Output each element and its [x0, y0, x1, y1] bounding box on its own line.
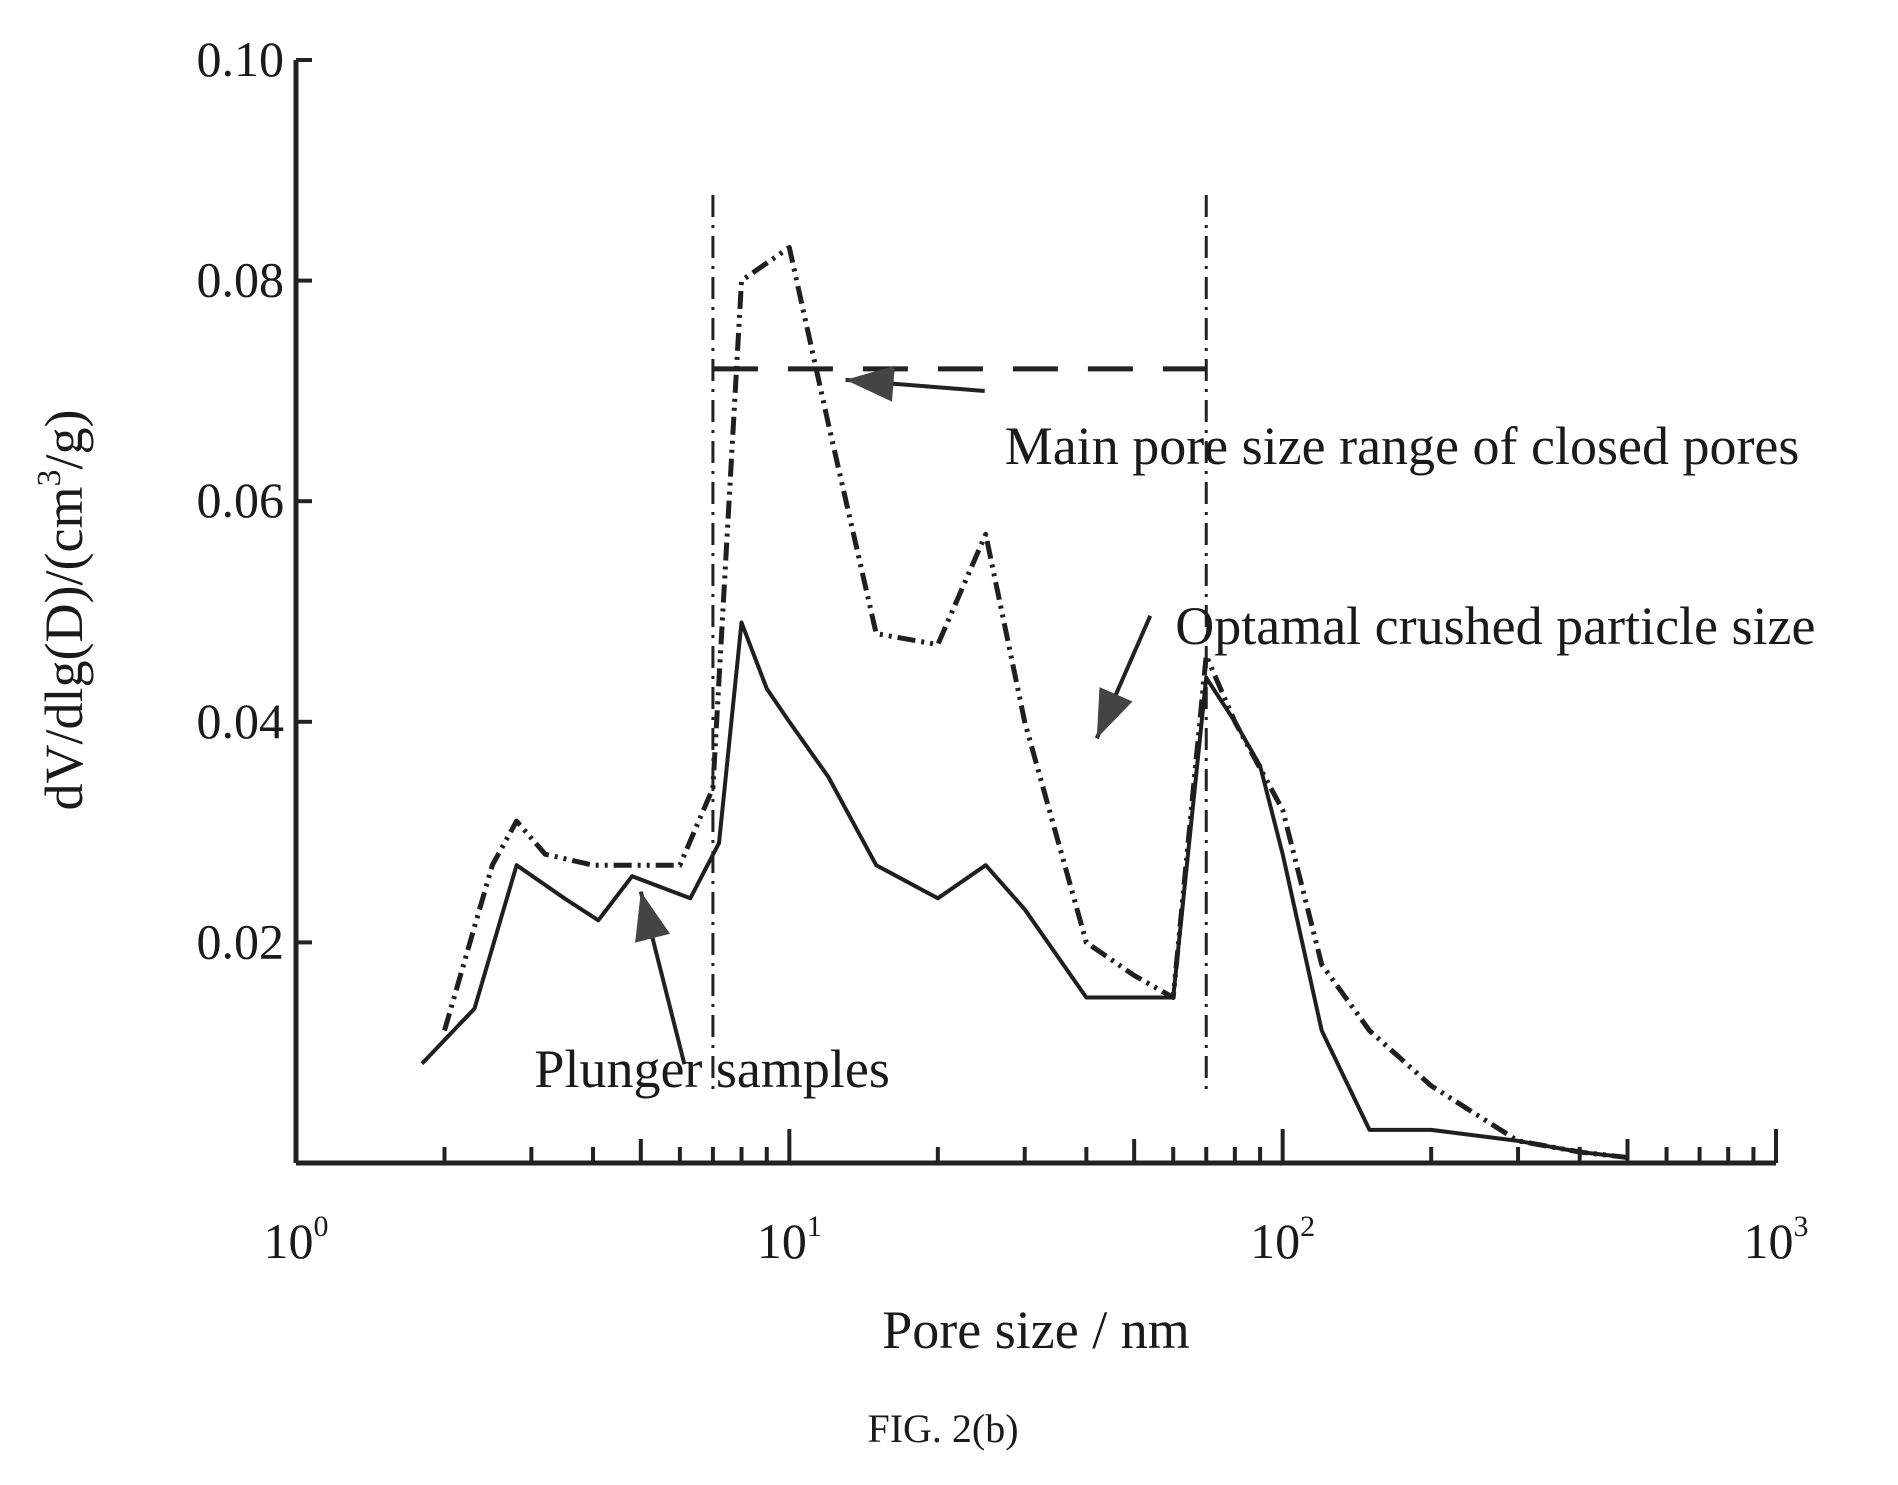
x-tick-label: 103: [1744, 1210, 1809, 1269]
series-line-solid: [420, 620, 1628, 1160]
x-tick-label: 101: [757, 1210, 822, 1269]
x-minor-ticks: [442, 1129, 1778, 1163]
x-tick-label-base: 10: [264, 1213, 314, 1269]
figure-caption: FIG. 2(b): [867, 1406, 1018, 1451]
y-axis-title-main: dV/dlg(D)/(cm: [34, 487, 94, 811]
plot-area: Main pore size range of closed pores Opta…: [197, 31, 1816, 1269]
x-axis-title: Pore size / nm: [882, 1300, 1189, 1360]
y-tick-label: 0.04: [197, 693, 285, 749]
x-tick-label-exponent: 3: [1794, 1210, 1809, 1243]
annotation-arrowhead: [635, 891, 671, 943]
x-tick-label-base: 10: [757, 1213, 807, 1269]
annotation-arrowhead: [1096, 687, 1133, 739]
annotation-label: Optamal crushed particle size: [1175, 596, 1815, 656]
x-tick-label-base: 10: [1250, 1213, 1300, 1269]
y-tick-label: 0.08: [197, 252, 285, 308]
y-tick-label: 0.06: [197, 472, 285, 528]
y-axis-title: dV/dlg(D)/(cm3/g): [31, 410, 94, 811]
x-tick-label-exponent: 0: [314, 1210, 329, 1243]
annotations: Main pore size range of closed pores Opta…: [534, 365, 1815, 1099]
x-tick-label-exponent: 2: [1300, 1210, 1315, 1243]
reference-lines: [711, 195, 1208, 1090]
series-line-dashdot: [442, 245, 1628, 1160]
x-tick-labels: 100 101 102 103: [264, 1210, 1809, 1269]
y-tick-label: 0.02: [197, 913, 285, 969]
annotation-label: Plunger samples: [534, 1039, 889, 1099]
annotation-arrowhead: [845, 365, 895, 402]
y-ticks: [296, 58, 312, 945]
y-axis-title-tail: /g): [34, 410, 94, 470]
y-tick-labels: 0.02 0.04 0.06 0.08 0.10: [197, 31, 285, 969]
x-tick-label-base: 10: [1744, 1213, 1794, 1269]
data-series: [420, 245, 1628, 1160]
x-tick-label: 102: [1250, 1210, 1315, 1269]
y-tick-label: 0.10: [197, 31, 285, 87]
y-axis-title-sup: 3: [31, 470, 68, 487]
x-tick-label: 100: [264, 1210, 329, 1269]
x-tick-label-exponent: 1: [807, 1210, 822, 1243]
annotation-label: Main pore size range of closed pores: [1005, 416, 1800, 476]
